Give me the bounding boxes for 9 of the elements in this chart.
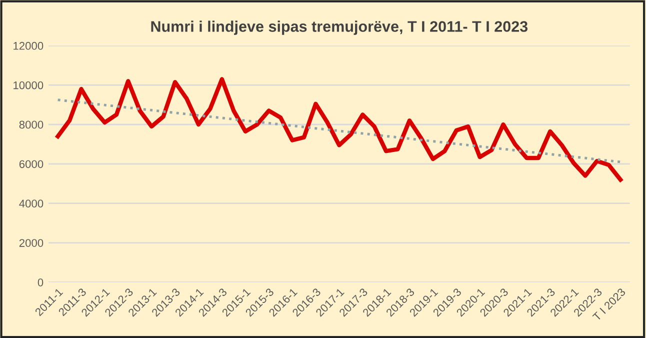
- chart-title: Numri i lindjeve sipas tremujorëve, T I 2011- T I 2023: [151, 20, 528, 35]
- y-tick-label: 8000: [19, 120, 44, 129]
- y-tick-label: 2000: [19, 239, 44, 247]
- y-tick-label: 6000: [19, 160, 44, 168]
- y-tick-label: 10000: [14, 81, 44, 90]
- line-series: [56, 77, 623, 182]
- y-tick-label: 4000: [19, 200, 44, 208]
- y-tick-label: 0: [38, 278, 44, 286]
- y-tick-label: 12000: [14, 42, 44, 50]
